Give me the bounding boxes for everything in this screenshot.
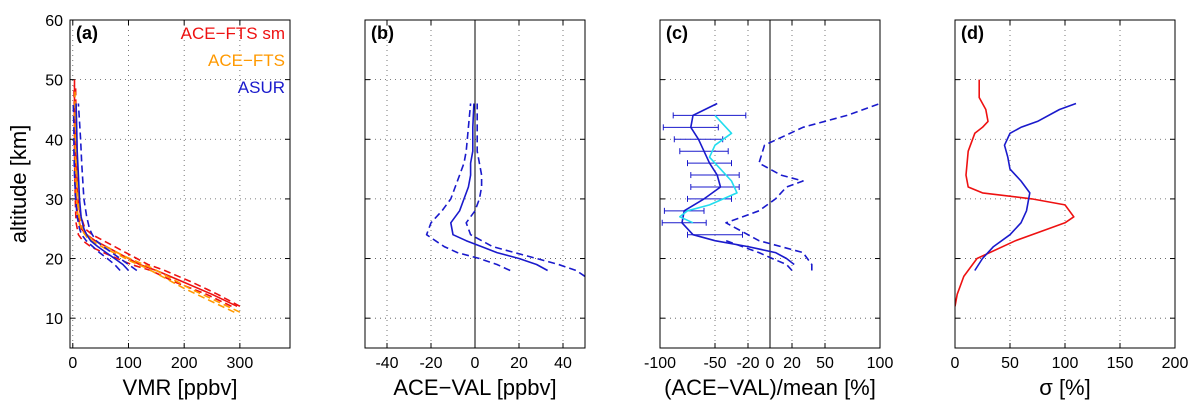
y-axis-label: altitude [km] [6,125,31,244]
x-tick-label-b-3: 20 [510,355,528,372]
x-tick-label-a-2: 200 [171,355,198,372]
panel-label-a: (a) [76,23,98,43]
axes-frame-a [69,19,291,349]
legend-entry-1: ACE−FTS [208,51,285,70]
y-tick-label-a-4: 50 [45,73,63,90]
series-line-c-2 [725,102,880,271]
series-line-a-7 [72,103,121,272]
x-tick-label-b-2: 0 [471,355,480,372]
series-line-d-0 [955,79,1075,307]
x-tick-label-d-0: 0 [951,355,960,372]
x-tick-label-a-3: 300 [227,355,254,372]
panel-b: -40 -20 0 20 40 (b) ACE−VAL [ppbv] [364,19,586,400]
x-tick-label-c-1: -50 [703,355,726,372]
panel-d: 0 50 100 150 200 (d) σ [%] [951,19,1189,400]
x-tick-label-c-4: 20 [783,355,801,372]
x-tick-label-c-2: -20 [736,355,759,372]
y-tick-label-a-1: 20 [45,252,63,269]
series-line-a-4 [75,103,241,313]
series-line-b-1 [465,103,585,278]
panel-label-d: (d) [961,23,984,43]
x-tick-label-c-6: 100 [867,355,894,372]
x-tick-label-c-0: -100 [644,355,676,372]
x-tick-label-c-3: 0 [766,355,775,372]
series-line-a-2 [74,85,241,308]
series-line-d-1 [974,102,1077,271]
series-line-a-1 [73,85,232,308]
series-line-c-3 [725,239,793,272]
x-tick-label-b-1: -20 [419,355,442,372]
series-line-c-1 [678,114,738,224]
y-tick-label-a-3: 40 [45,132,63,149]
x-axis-label-b: ACE−VAL [ppbv] [393,375,556,400]
y-tick-label-a-0: 10 [45,311,63,328]
x-tick-label-d-1: 50 [1001,355,1019,372]
panel-label-c: (c) [666,23,688,43]
x-axis-label-d: σ [%] [1039,375,1090,400]
x-axis-label-c: (ACE−VAL)/mean [%] [664,375,876,400]
x-tick-label-a-1: 100 [115,355,142,372]
axes-frame-d [954,19,1176,349]
x-tick-label-d-3: 150 [1107,355,1134,372]
panel-label-b: (b) [371,23,394,43]
series-line-a-3 [74,91,235,313]
legend-entry-0: ACE−FTS sm [181,24,285,43]
series-line-b-2 [425,103,511,272]
legend-entry-2: ASUR [238,78,285,97]
x-axis-label-a: VMR [ppbv] [123,375,238,400]
panel-c: -100 -50 -20 0 20 50 100 (c) (ACE−VAL)/mean [%] [644,19,894,400]
y-tick-label-a-2: 30 [45,192,63,209]
x-tick-label-a-0: 0 [68,355,77,372]
series-line-b-0 [449,103,548,272]
series-line-a-6 [77,103,138,272]
axes-frame-b [364,19,586,349]
panel-a: 0 100 200 300 10 20 30 40 50 60 (a) VMR [ppbv] altit… [6,13,291,400]
series-line-c-0 [681,102,795,266]
y-tick-label-a-5: 60 [45,13,63,30]
series-line-a-5 [75,103,130,272]
axes-frame-c [659,19,881,349]
x-tick-label-c-5: 50 [816,355,834,372]
x-tick-label-b-0: -40 [375,355,398,372]
x-tick-label-d-4: 200 [1162,355,1189,372]
x-tick-label-d-2: 100 [1052,355,1079,372]
x-tick-label-b-4: 40 [554,355,572,372]
